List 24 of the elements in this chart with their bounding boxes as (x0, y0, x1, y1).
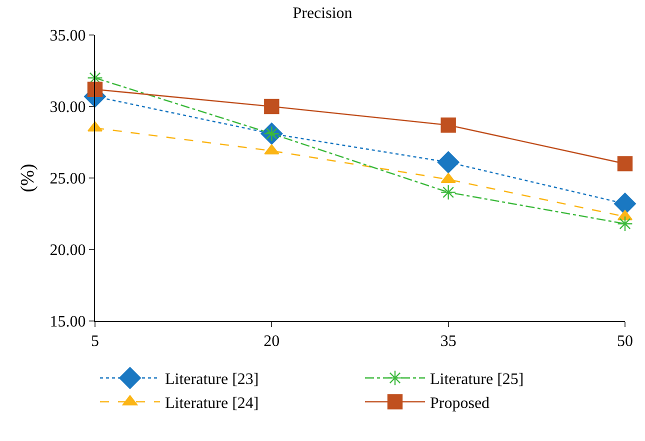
point (440, 184, 456, 200)
point (440, 172, 456, 184)
y-tick-label: 15.00 (50, 314, 86, 331)
y-tick-label: 25.00 (50, 170, 86, 188)
x-tick-label: 35 (440, 333, 456, 350)
point (440, 117, 456, 133)
y-axis-title: (%) (18, 164, 39, 192)
point (614, 192, 636, 215)
legend-label: Proposed (430, 394, 490, 412)
y-tick-label: 30.00 (50, 99, 86, 116)
point (617, 216, 633, 232)
x-tick-label: 5 (91, 333, 99, 350)
point (87, 82, 103, 97)
legend-label: Literature [24] (165, 394, 259, 412)
legend-label: Literature [23] (165, 371, 259, 388)
y-tick-label: 20.00 (50, 242, 86, 260)
point (437, 151, 460, 174)
y-tick-label: 35.00 (50, 28, 86, 45)
point (264, 98, 280, 114)
x-tick-label: 20 (264, 333, 280, 350)
x-tick-label: 50 (617, 333, 633, 350)
point (617, 156, 633, 172)
legend-label: Literature [25] (430, 371, 524, 388)
chart-title: Precision (292, 4, 352, 22)
